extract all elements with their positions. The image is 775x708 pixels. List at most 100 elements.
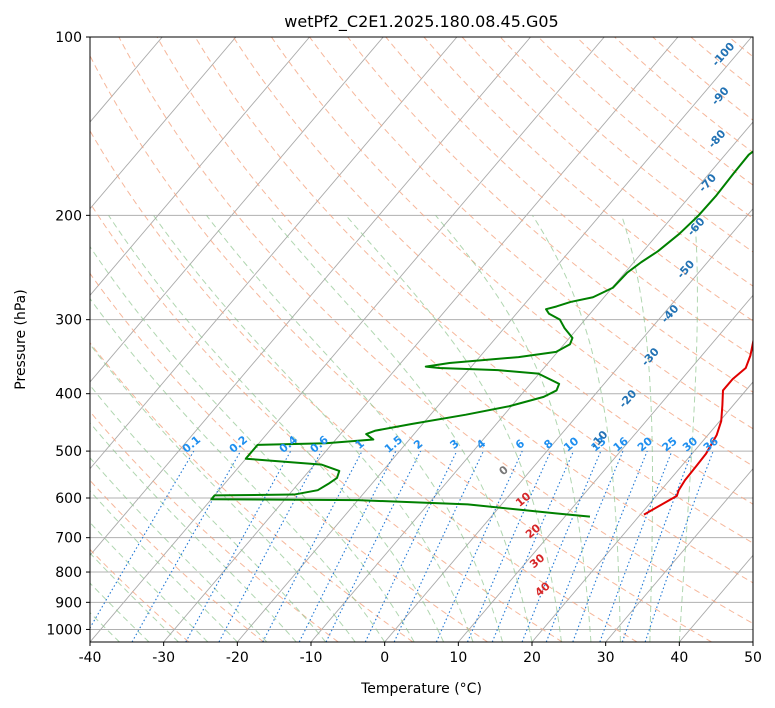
moist-adiabat-line [90, 245, 415, 642]
isotherm-line [90, 37, 310, 297]
isotherm-line [310, 121, 753, 642]
dry-adiabat-line [90, 479, 264, 642]
sounding-profiles [210, 150, 753, 518]
isotherm-line [90, 37, 237, 210]
moist-adiabat-line [90, 457, 268, 642]
y-tick-label: 200 [55, 208, 82, 224]
x-axis-label: Temperature (°C) [360, 681, 482, 697]
isotherm-line [236, 37, 752, 642]
mixing-ratio-line [599, 450, 673, 642]
mixing-ratio-line [298, 450, 397, 642]
y-tick-label: 800 [55, 565, 82, 581]
x-tick-label: 10 [449, 650, 467, 666]
moist-adiabat-label: 30 [527, 551, 547, 571]
mixing-ratio-line [435, 450, 523, 642]
dry-adiabat-label: -60 [685, 215, 708, 239]
dry-adiabat-line [232, 37, 753, 505]
dry-adiabat-line [461, 37, 753, 287]
moist-adiabat-line [621, 215, 654, 642]
y-tick-label: 100 [55, 30, 82, 46]
y-tick-label: 400 [55, 387, 82, 403]
x-tick-label: 20 [523, 650, 541, 666]
dry-adiabat-label: -40 [659, 302, 682, 326]
mixing-ratio-line [185, 450, 292, 642]
mixing-ratio-line [90, 450, 195, 629]
isotherm-line [90, 37, 384, 383]
mixing-ratio-line [621, 450, 693, 642]
isotherm-line [531, 381, 753, 642]
mixing-ratio-line [364, 450, 458, 642]
dry-adiabat-line [90, 342, 414, 642]
dry-adiabat-line [690, 37, 753, 89]
moist-adiabat-line [532, 215, 621, 642]
moist-adiabat-label: 40 [533, 579, 553, 599]
moist-adiabat-line [269, 215, 533, 642]
moist-adiabat-line [345, 215, 562, 642]
x-tick-label: -20 [226, 650, 249, 666]
dry-adiabat-line [90, 54, 712, 642]
x-tick-label: 0 [380, 650, 389, 666]
y-tick-label: 1000 [46, 622, 82, 638]
dry-adiabats [90, 37, 753, 642]
dry-adiabat-line [728, 37, 753, 58]
mixing-ratio-label: 0.4 [277, 433, 301, 456]
mixing-ratio-line [644, 450, 714, 642]
skewed-isotherms [90, 37, 753, 642]
mixing-ratio-line [393, 450, 484, 642]
mixing-ratio-label: 0.6 [308, 433, 332, 456]
mixing-ratio-label: 3 [447, 437, 461, 452]
moist-adiabat-line [90, 521, 209, 642]
dry-adiabat-line [576, 37, 753, 186]
mixing-ratio-label: 4 [474, 437, 488, 452]
moist-adiabat-line [90, 490, 238, 642]
mixing-ratio-line [572, 450, 648, 642]
mixing-ratio-label: 0.1 [180, 433, 203, 455]
x-tick-label: -10 [300, 650, 323, 666]
x-tick-label: -30 [152, 650, 175, 666]
dry-adiabat-label: -30 [639, 345, 662, 369]
dry-adiabat-line [194, 37, 753, 544]
isotherm-line [752, 641, 753, 642]
dry-adiabat-line [156, 37, 753, 584]
y-axis-label: Pressure (hPa) [13, 289, 29, 389]
chart-title: wetPf2_C2E1.2025.180.08.45.G05 [284, 12, 558, 32]
moist-adiabat-line [90, 297, 386, 642]
y-tick-label: 900 [55, 595, 82, 611]
x-tick-label: 40 [670, 650, 688, 666]
isotherm-line [605, 467, 753, 642]
dry-adiabat-label: -20 [616, 387, 639, 411]
mixing-ratio-lines [90, 450, 714, 642]
temperature-profile-line [643, 337, 753, 516]
moist-adiabat-line [435, 215, 592, 642]
dry-adiabat-label: -90 [709, 84, 732, 108]
mixing-ratio-line [218, 450, 322, 642]
dry-adiabat-line [90, 202, 563, 642]
isotherm-line [90, 37, 458, 470]
isotherm-line [678, 554, 753, 642]
dry-adiabat-line [614, 37, 753, 154]
dewpoint-profile-line [210, 150, 753, 518]
dry-adiabat-line [652, 37, 753, 121]
dry-adiabat-line [385, 37, 753, 357]
dry-adiabat-line [347, 37, 753, 393]
y-tick-label: 500 [55, 444, 82, 460]
mixing-ratio-label: 6 [513, 437, 527, 452]
y-tick-label: 600 [55, 491, 82, 507]
mixing-ratio-label: 1.5 [382, 433, 405, 455]
isotherm-line [90, 37, 605, 642]
dry-adiabat-line [537, 37, 753, 219]
moist-adiabat-line [90, 422, 297, 642]
dry-adiabat-line [423, 37, 753, 322]
dry-adiabat-line [90, 410, 339, 642]
mixing-ratio-line [131, 450, 242, 642]
x-tick-label: 50 [744, 650, 762, 666]
isotherm-line [90, 37, 531, 557]
isotherm-line [457, 294, 753, 642]
dry-adiabat-line [309, 37, 753, 430]
x-tick-label: 30 [597, 650, 615, 666]
mixing-ratio-line [262, 450, 363, 642]
mixing-ratio-line [491, 450, 575, 642]
dry-adiabat-line [499, 37, 753, 253]
moist-adiabat-line [90, 552, 179, 642]
